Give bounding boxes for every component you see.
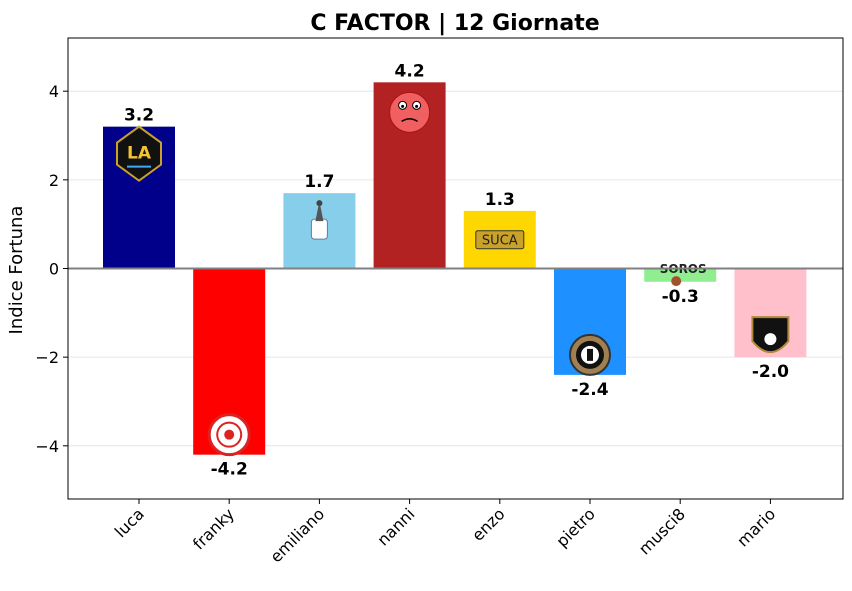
dark-shield-crest-icon <box>751 316 790 354</box>
y-tick-label: −2 <box>35 348 59 367</box>
value-label-nanni: 4.2 <box>395 61 425 81</box>
la-galaxy-crest-icon: LA <box>116 125 162 182</box>
x-tick-label-mario: mario <box>733 504 779 550</box>
value-label-franky: -4.2 <box>211 460 248 480</box>
y-tick-label: −4 <box>35 437 59 456</box>
value-label-mario: -2.0 <box>752 362 789 382</box>
x-tick-label-emiliano: emiliano <box>266 504 328 566</box>
svg-text:SUCA: SUCA <box>482 234 518 249</box>
angry-red-face-icon <box>389 91 431 133</box>
round-crest-icon <box>569 333 611 376</box>
svg-text:LA: LA <box>127 144 152 164</box>
eagle-crest-icon <box>310 200 328 240</box>
y-axis-label: Indice Fortuna <box>6 206 27 335</box>
y-tick-label: 0 <box>49 260 59 279</box>
bar-musci8 <box>644 268 717 282</box>
x-tick-label-luca: luca <box>111 504 148 541</box>
y-tick-label: 2 <box>49 171 59 190</box>
value-labels: 3.2 -4.2 1.7 4.2 1.3 -2.4 -0.3 -2.0 <box>124 61 789 479</box>
soros-fc-logo-icon: SOROS <box>660 262 707 287</box>
value-label-musci8: -0.3 <box>662 287 699 307</box>
red-circular-crest-icon <box>207 413 251 457</box>
plot-frame <box>67 37 844 500</box>
x-tick-label-franky: franky <box>189 504 238 553</box>
value-label-enzo: 1.3 <box>485 190 515 210</box>
x-tick-label-musci8: musci8 <box>635 504 689 558</box>
x-tick-label-enzo: enzo <box>468 504 508 544</box>
suca-badge-icon: SUCA <box>475 230 525 250</box>
value-label-emiliano: 1.7 <box>304 172 334 192</box>
team-logos: LA SUCA SOROS <box>116 91 790 457</box>
x-tick-label-pietro: pietro <box>552 504 598 550</box>
value-label-pietro: -2.4 <box>571 380 608 400</box>
value-label-luca: 3.2 <box>124 106 154 126</box>
x-tick-label-nanni: nanni <box>373 504 418 549</box>
y-tick-label: 4 <box>49 82 59 101</box>
chart-title: C FACTOR | 12 Giornate <box>310 11 599 36</box>
